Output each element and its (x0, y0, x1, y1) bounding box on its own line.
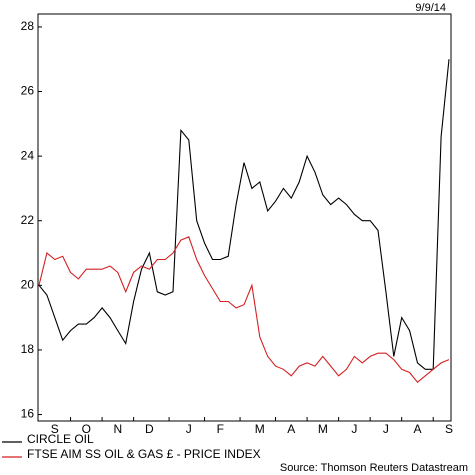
plot-frame (37, 13, 452, 422)
y-tick-label: 24 (21, 148, 35, 162)
y-tick-label: 26 (21, 84, 35, 98)
y-tick-label: 20 (21, 278, 35, 292)
x-tick-label: F (217, 422, 224, 436)
x-tick-label: D (145, 422, 154, 436)
x-tick-label: O (82, 422, 91, 436)
x-tick-label: S (51, 422, 59, 436)
x-tick-label: M (255, 422, 265, 436)
x-tick-label: J (383, 422, 389, 436)
series-line (38, 59, 450, 370)
x-tick-label: J (186, 422, 192, 436)
x-tick-label: S (445, 422, 453, 436)
source-label: Source: Thomson Reuters Datastream (280, 462, 468, 474)
x-tick-label: A (413, 422, 421, 436)
legend-label: FTSE AIM SS OIL & GAS £ - PRICE INDEX (27, 447, 261, 461)
y-tick-label: 18 (21, 342, 35, 356)
series-line (38, 236, 450, 383)
y-tick-label: 22 (21, 213, 35, 227)
x-tick-label: A (287, 422, 295, 436)
x-tick-label: N (114, 422, 123, 436)
x-tick-label: M (318, 422, 328, 436)
date-label: 9/9/14 (415, 2, 446, 14)
y-tick-label: 28 (21, 19, 35, 33)
x-tick-label: J (351, 422, 357, 436)
y-tick-label: 16 (21, 407, 35, 421)
legend-label: CIRCLE OIL (27, 432, 94, 446)
